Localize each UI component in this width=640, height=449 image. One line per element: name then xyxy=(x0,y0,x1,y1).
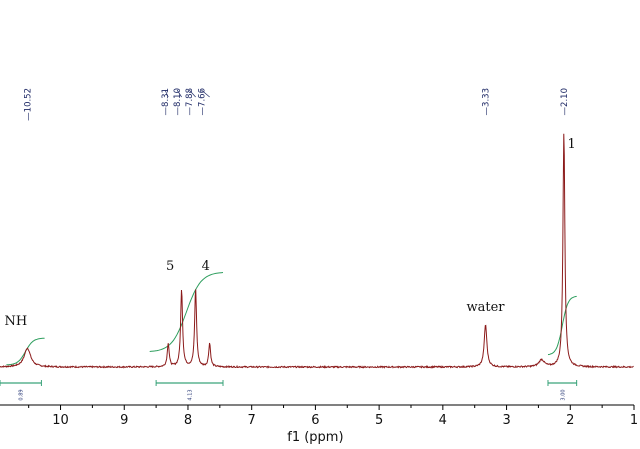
peak-annotation: NH xyxy=(5,314,28,329)
peak-label: —8.10 xyxy=(173,88,183,115)
annotation-layer: NH 5 4 water 1 xyxy=(5,137,576,329)
peak-annotation: 4 xyxy=(202,259,210,274)
x-tick-label: 4 xyxy=(439,413,447,428)
x-tick-label: 9 xyxy=(120,413,128,428)
peak-label: —7.88 xyxy=(185,88,195,115)
x-axis-title: f1 (ppm) xyxy=(287,430,343,445)
peak-label-layer: —10.52 —8.31 —8.10 —7.88 —7.66 —3.33 —2.10 xyxy=(23,88,570,121)
x-tick-label: 1 xyxy=(630,413,638,428)
peak-annotation: 1 xyxy=(567,137,575,152)
integral-curve-layer xyxy=(6,272,577,366)
peak-label-connector xyxy=(176,89,182,98)
integral-value: 0.89 xyxy=(19,389,25,400)
x-tick-label: 7 xyxy=(248,413,256,428)
integral-curve xyxy=(149,272,224,352)
peak-label: —2.10 xyxy=(560,88,570,115)
peak-label: —7.66 xyxy=(197,88,207,115)
integral-curve xyxy=(547,295,577,356)
x-tick-label: 6 xyxy=(311,413,319,428)
peak-label-connector xyxy=(201,89,210,98)
peak-annotation: 5 xyxy=(166,259,174,274)
integral-value: 4.13 xyxy=(188,389,194,400)
x-tick-label: 8 xyxy=(184,413,192,428)
x-tick-label: 3 xyxy=(502,413,510,428)
peak-label: —10.52 xyxy=(23,88,33,121)
peak-label-connector xyxy=(164,89,169,98)
peak-label: —3.33 xyxy=(482,88,492,115)
integral-value: 3.00 xyxy=(560,389,566,400)
peak-annotation: water xyxy=(466,300,505,315)
integral-bar-layer: 0.89 4.13 3.00 xyxy=(0,380,578,401)
peak-label: —8.31 xyxy=(161,88,171,115)
x-tick-label: 2 xyxy=(566,413,574,428)
peak-label-connector xyxy=(188,89,196,98)
x-tick-label: 5 xyxy=(375,413,383,428)
x-tick-layer: 10 9 8 7 6 5 4 3 2 1 xyxy=(28,405,638,428)
spectrum-line xyxy=(0,133,634,369)
x-tick-label: 10 xyxy=(52,413,69,428)
